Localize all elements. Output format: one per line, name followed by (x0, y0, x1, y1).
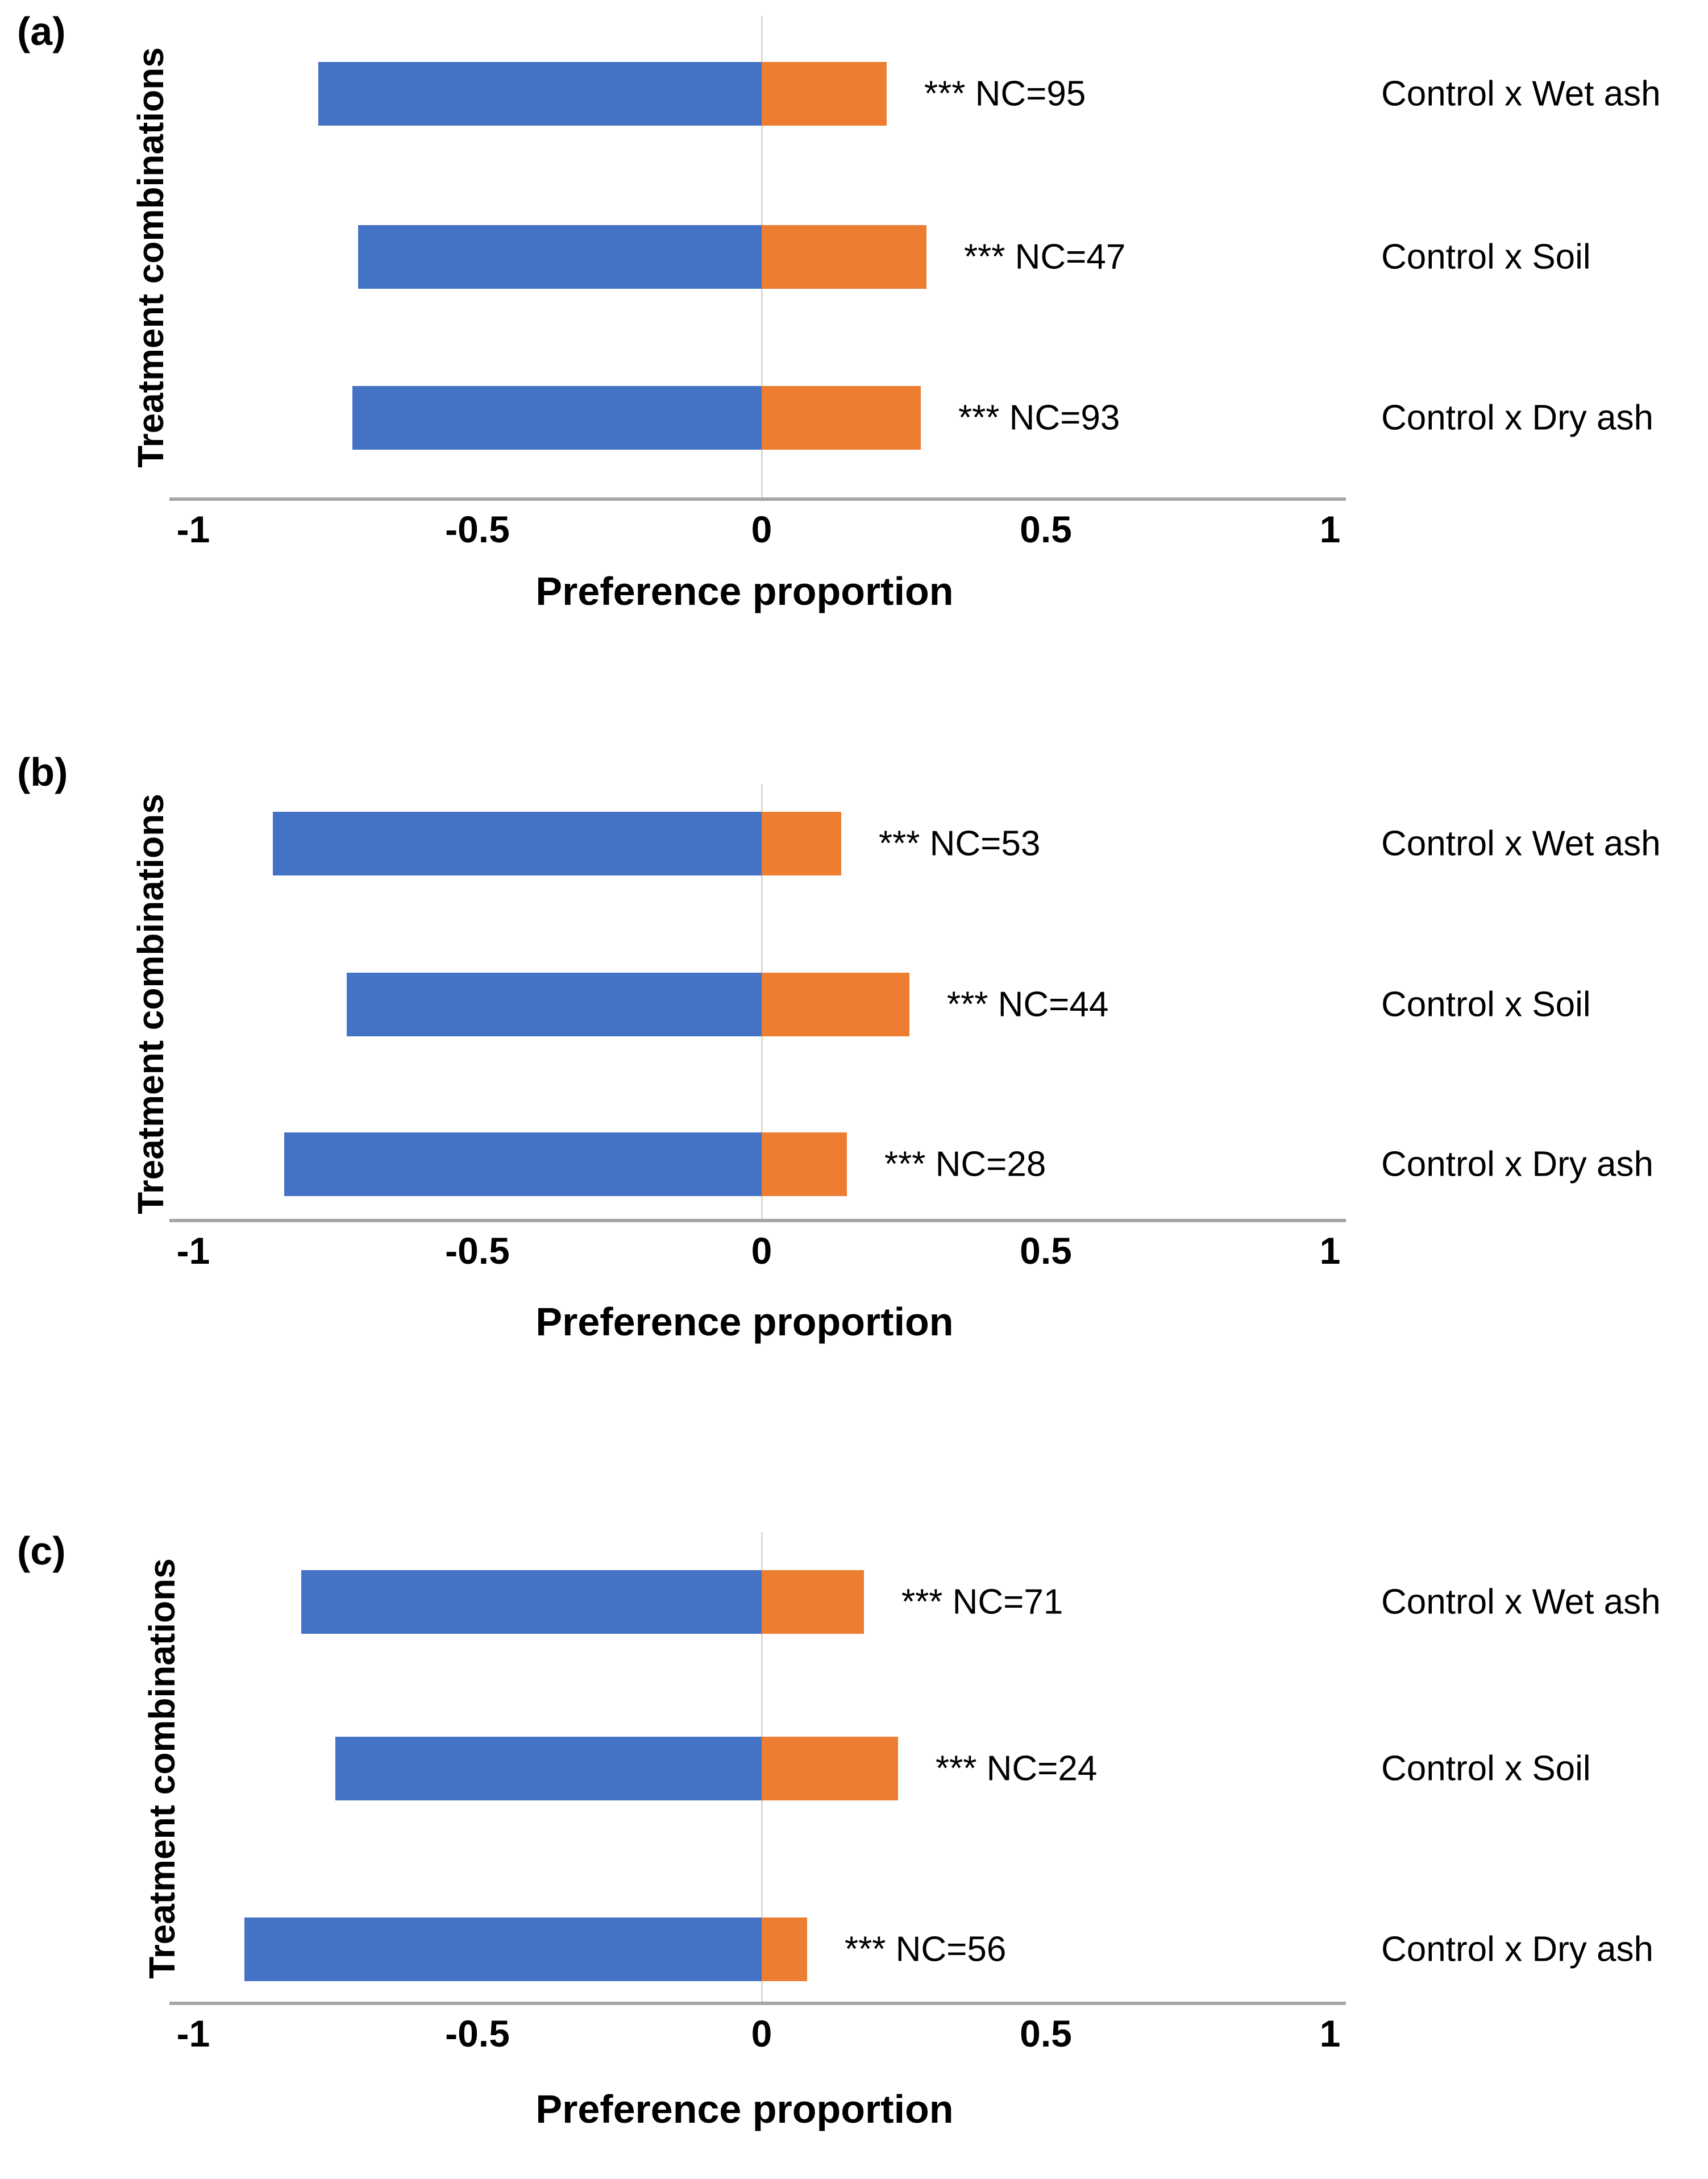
x-tick-label: 0 (751, 508, 772, 550)
x-tick-label: -0.5 (445, 508, 510, 550)
x-axis-line (169, 497, 1346, 501)
negative-bar (284, 1132, 762, 1196)
x-tick-label: 0 (751, 1230, 772, 1272)
bar-row: *** NC=28 Control x Dry ash (0, 1132, 1708, 1196)
bar-row: *** NC=71 Control x Wet ash (0, 1570, 1708, 1634)
x-tick-label: -1 (176, 2012, 210, 2055)
bar-row: *** NC=53 Control x Wet ash (0, 812, 1708, 875)
bar-row: *** NC=24 Control x Soil (0, 1737, 1708, 1800)
negative-bar (273, 812, 762, 875)
significance-label: *** NC=56 (845, 1929, 1007, 1969)
x-tick-label: 1 (1319, 508, 1341, 550)
bar-row: *** NC=56 Control x Dry ash (0, 1917, 1708, 1981)
positive-bar (762, 1132, 847, 1196)
panel-b: (b) Treatment combinations *** NC=53 Con… (0, 739, 1708, 1421)
x-tick-label: -0.5 (445, 2012, 510, 2055)
x-tick-label: 0 (751, 2012, 772, 2055)
category-label: Control x Soil (1381, 985, 1591, 1024)
category-label: Control x Dry ash (1381, 398, 1653, 438)
negative-bar (358, 225, 762, 289)
category-label: Control x Soil (1381, 237, 1591, 277)
significance-label: *** NC=71 (901, 1582, 1063, 1622)
positive-bar (762, 1737, 898, 1800)
x-axis-title: Preference proportion (535, 2087, 954, 2131)
panel-letter: (a) (17, 9, 66, 53)
category-label: Control x Dry ash (1381, 1929, 1653, 1969)
x-tick-label: 0.5 (1020, 2012, 1072, 2055)
panel-letter: (c) (17, 1529, 66, 1573)
category-label: Control x Wet ash (1381, 74, 1661, 114)
bar-row: *** NC=93 Control x Dry ash (0, 386, 1708, 450)
negative-bar (244, 1917, 762, 1981)
significance-label: *** NC=24 (936, 1749, 1098, 1788)
positive-bar (762, 62, 887, 126)
significance-label: *** NC=44 (947, 985, 1109, 1024)
significance-label: *** NC=95 (924, 74, 1086, 114)
significance-label: *** NC=28 (884, 1144, 1046, 1184)
bar-row: *** NC=44 Control x Soil (0, 973, 1708, 1036)
x-tick-label: 1 (1319, 2012, 1341, 2055)
significance-label: *** NC=53 (879, 824, 1041, 864)
category-label: Control x Dry ash (1381, 1144, 1653, 1184)
category-label: Control x Wet ash (1381, 1582, 1661, 1622)
positive-bar (762, 1570, 864, 1634)
x-tick-label: 0.5 (1020, 1230, 1072, 1272)
bar-row: *** NC=95 Control x Wet ash (0, 62, 1708, 126)
negative-bar (318, 62, 762, 126)
positive-bar (762, 1917, 807, 1981)
positive-bar (762, 225, 926, 289)
negative-bar (352, 386, 762, 450)
x-tick-label: 0.5 (1020, 508, 1072, 550)
panel-c: (c) Treatment combinations *** NC=71 Con… (0, 1501, 1708, 2179)
significance-label: *** NC=93 (958, 398, 1120, 438)
positive-bar (762, 973, 909, 1036)
panel-a: (a) Treatment combinations *** NC=95 Con… (0, 0, 1708, 654)
x-axis-line (169, 1219, 1346, 1222)
category-label: Control x Wet ash (1381, 824, 1661, 864)
negative-bar (347, 973, 762, 1036)
x-tick-label: -1 (176, 508, 210, 550)
positive-bar (762, 386, 921, 450)
positive-bar (762, 812, 841, 875)
panel-letter: (b) (17, 750, 68, 794)
bar-row: *** NC=47 Control x Soil (0, 225, 1708, 289)
x-tick-label: -1 (176, 1230, 210, 1272)
x-axis-line (169, 2002, 1346, 2005)
negative-bar (301, 1570, 762, 1634)
x-tick-label: -0.5 (445, 1230, 510, 1272)
negative-bar (335, 1737, 762, 1800)
x-axis-title: Preference proportion (535, 569, 954, 613)
x-axis-title: Preference proportion (535, 1300, 954, 1344)
significance-label: *** NC=47 (964, 237, 1126, 277)
x-tick-label: 1 (1319, 1230, 1341, 1272)
category-label: Control x Soil (1381, 1749, 1591, 1788)
